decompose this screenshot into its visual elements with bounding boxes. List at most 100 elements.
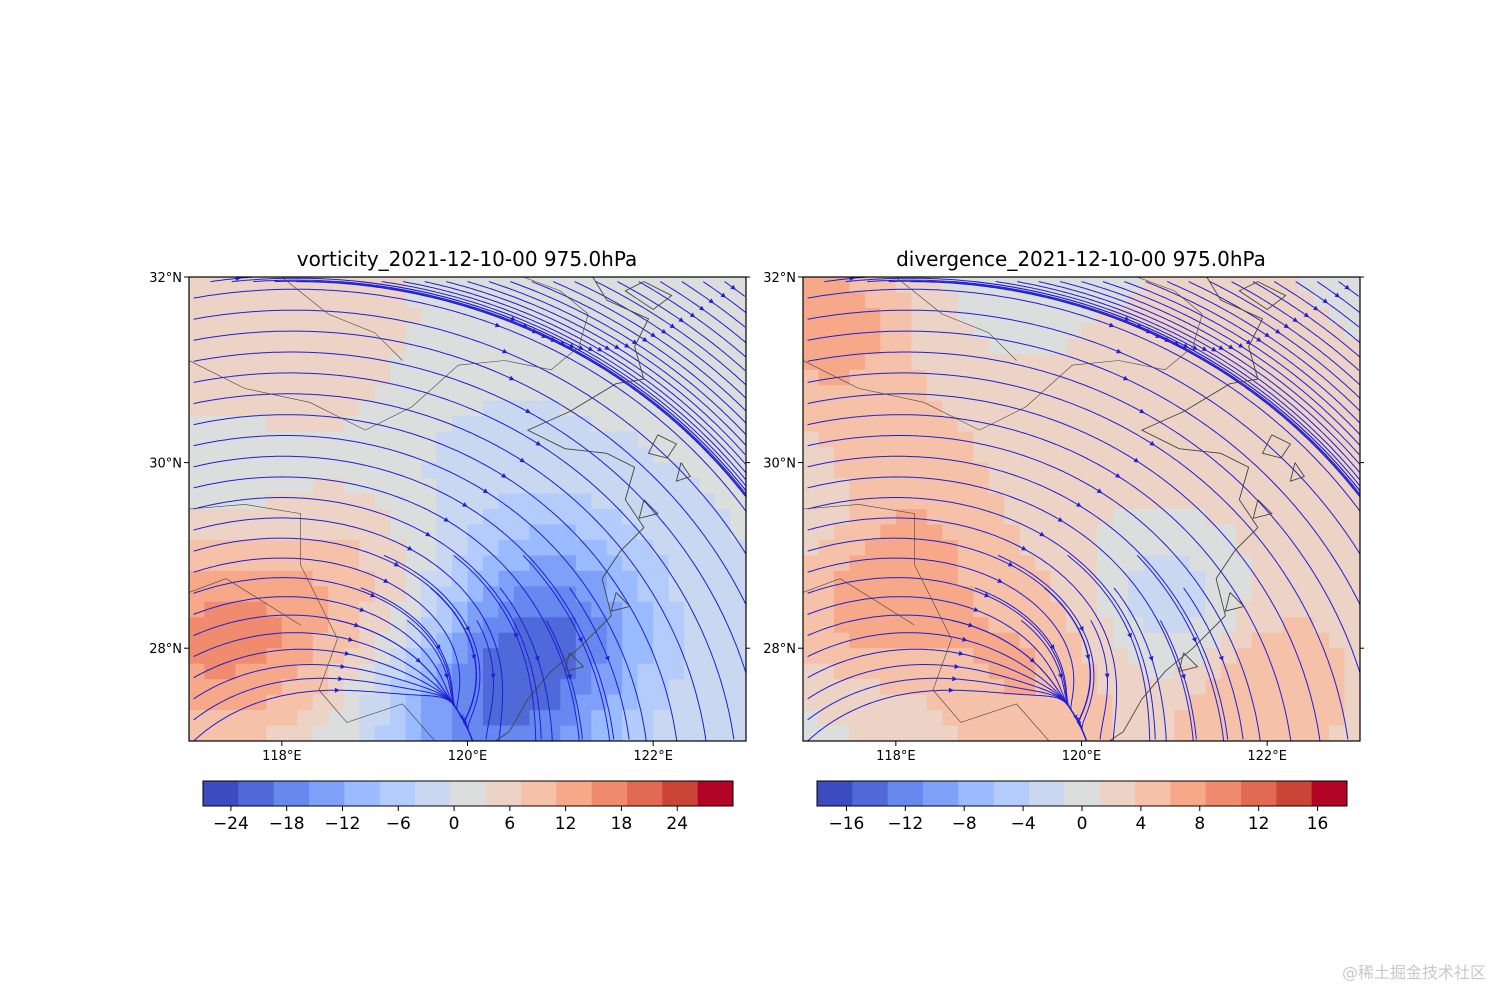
heatmap-cell [1282, 555, 1299, 572]
heatmap-cell [390, 323, 407, 340]
heatmap-cell [297, 431, 314, 448]
heatmap-cell [266, 648, 283, 665]
heatmap-cell [1096, 447, 1114, 464]
heatmap-cell [803, 679, 820, 696]
heatmap-cell [1158, 416, 1175, 433]
streamline-arrow [370, 592, 376, 598]
heatmap-cell [1081, 462, 1098, 479]
heatmap-cell [1329, 323, 1346, 340]
heatmap-cell [1298, 369, 1315, 386]
heatmap-cell [606, 586, 623, 603]
heatmap-cell [833, 617, 851, 634]
heatmap-cell [498, 663, 515, 680]
heatmap-cell [1267, 524, 1284, 541]
heatmap-cell [818, 400, 835, 417]
heatmap-cell [482, 462, 500, 479]
heatmap-cell [803, 462, 820, 479]
heatmap-cell [1329, 338, 1346, 355]
heatmap-cell [452, 648, 469, 665]
heatmap-cell [250, 725, 267, 741]
heatmap-cell [1313, 570, 1330, 587]
heatmap-cell [390, 648, 407, 665]
heatmap-cell [266, 338, 283, 355]
heatmap-cell [482, 431, 500, 448]
heatmap-cell [1205, 447, 1222, 464]
colorbar-tick-label: 4 [1135, 814, 1146, 834]
heatmap-cell [513, 478, 530, 495]
heatmap-cell [343, 725, 360, 741]
heatmap-cell [374, 338, 391, 355]
heatmap-cell [942, 385, 959, 402]
heatmap-cell [1313, 694, 1330, 711]
heatmap-cell [281, 493, 298, 510]
heatmap-cell [880, 694, 897, 711]
heatmap-cell [730, 601, 746, 618]
heatmap-cell [988, 509, 1005, 526]
heatmap-cell [849, 679, 866, 696]
heatmap-cell [297, 524, 314, 541]
heatmap-cell [730, 679, 746, 696]
streamline-arrow [1116, 348, 1122, 354]
heatmap-cell [467, 307, 484, 324]
heatmap-cell [1050, 524, 1067, 541]
heatmap-cell [668, 663, 685, 680]
heatmap-cell [1158, 725, 1175, 741]
heatmap-cell [684, 478, 701, 495]
heatmap-cell [575, 354, 592, 371]
heatmap-cell [374, 725, 391, 741]
heatmap-cell [1004, 648, 1021, 665]
heatmap-cell [1066, 679, 1083, 696]
heatmap-cell [1282, 338, 1299, 355]
heatmap-cell [266, 725, 283, 741]
colorbar-swatch [1205, 781, 1242, 806]
heatmap-cell [1004, 586, 1021, 603]
heatmap-cell [560, 416, 577, 433]
heatmap-cell [1050, 277, 1067, 294]
heatmap-cell [266, 570, 283, 587]
heatmap-cell [421, 462, 438, 479]
heatmap-cell [880, 663, 897, 680]
streamline-arrow [678, 317, 684, 323]
heatmap-cell [606, 462, 623, 479]
heatmap-cell [204, 524, 221, 541]
heatmap-cell [390, 539, 407, 556]
heatmap-cell [973, 632, 990, 649]
heatmap-cell [699, 694, 716, 711]
streamline-arrow [340, 664, 346, 669]
vorticity-title: vorticity_2021-12-10-00 975.0hPa [297, 247, 638, 271]
heatmap-cell [668, 570, 685, 587]
heatmap-cell [926, 570, 943, 587]
heatmap-cell [803, 385, 820, 402]
heatmap-cell [637, 524, 654, 541]
heatmap-cell [343, 354, 360, 371]
heatmap-cell [973, 586, 990, 603]
heatmap-cell [343, 586, 360, 603]
heatmap-cell [1344, 431, 1360, 448]
streamline-arrow [1228, 344, 1234, 350]
colorbar-swatch [415, 781, 451, 806]
heatmap-cell [529, 400, 546, 417]
heatmap-cell [1251, 462, 1268, 479]
heatmap-cell [926, 431, 943, 448]
heatmap-cell [1096, 354, 1114, 371]
divergence-colorbar: −16 −12 −8 −4 0 4 8 12 16 [816, 780, 1348, 834]
heatmap-cell [266, 632, 283, 649]
heatmap-cell [1112, 447, 1129, 464]
heatmap-cell [544, 400, 561, 417]
heatmap-cell [699, 369, 716, 386]
heatmap-cell [1220, 431, 1237, 448]
heatmap-cell [730, 539, 746, 556]
heatmap-cell [266, 354, 283, 371]
heatmap-cell [803, 524, 820, 541]
heatmap-cell [1313, 601, 1330, 618]
heatmap-cell [1251, 632, 1268, 649]
heatmap-cell [405, 307, 422, 324]
heatmap-cell [988, 601, 1005, 618]
heatmap-cell [1236, 570, 1253, 587]
x-tick-label: 122°E [633, 749, 673, 764]
heatmap-cell [591, 447, 608, 464]
colorbar-swatch [344, 781, 381, 806]
heatmap-cell [575, 385, 592, 402]
streamline-arrow [1344, 284, 1350, 290]
heatmap-cell [266, 509, 283, 526]
